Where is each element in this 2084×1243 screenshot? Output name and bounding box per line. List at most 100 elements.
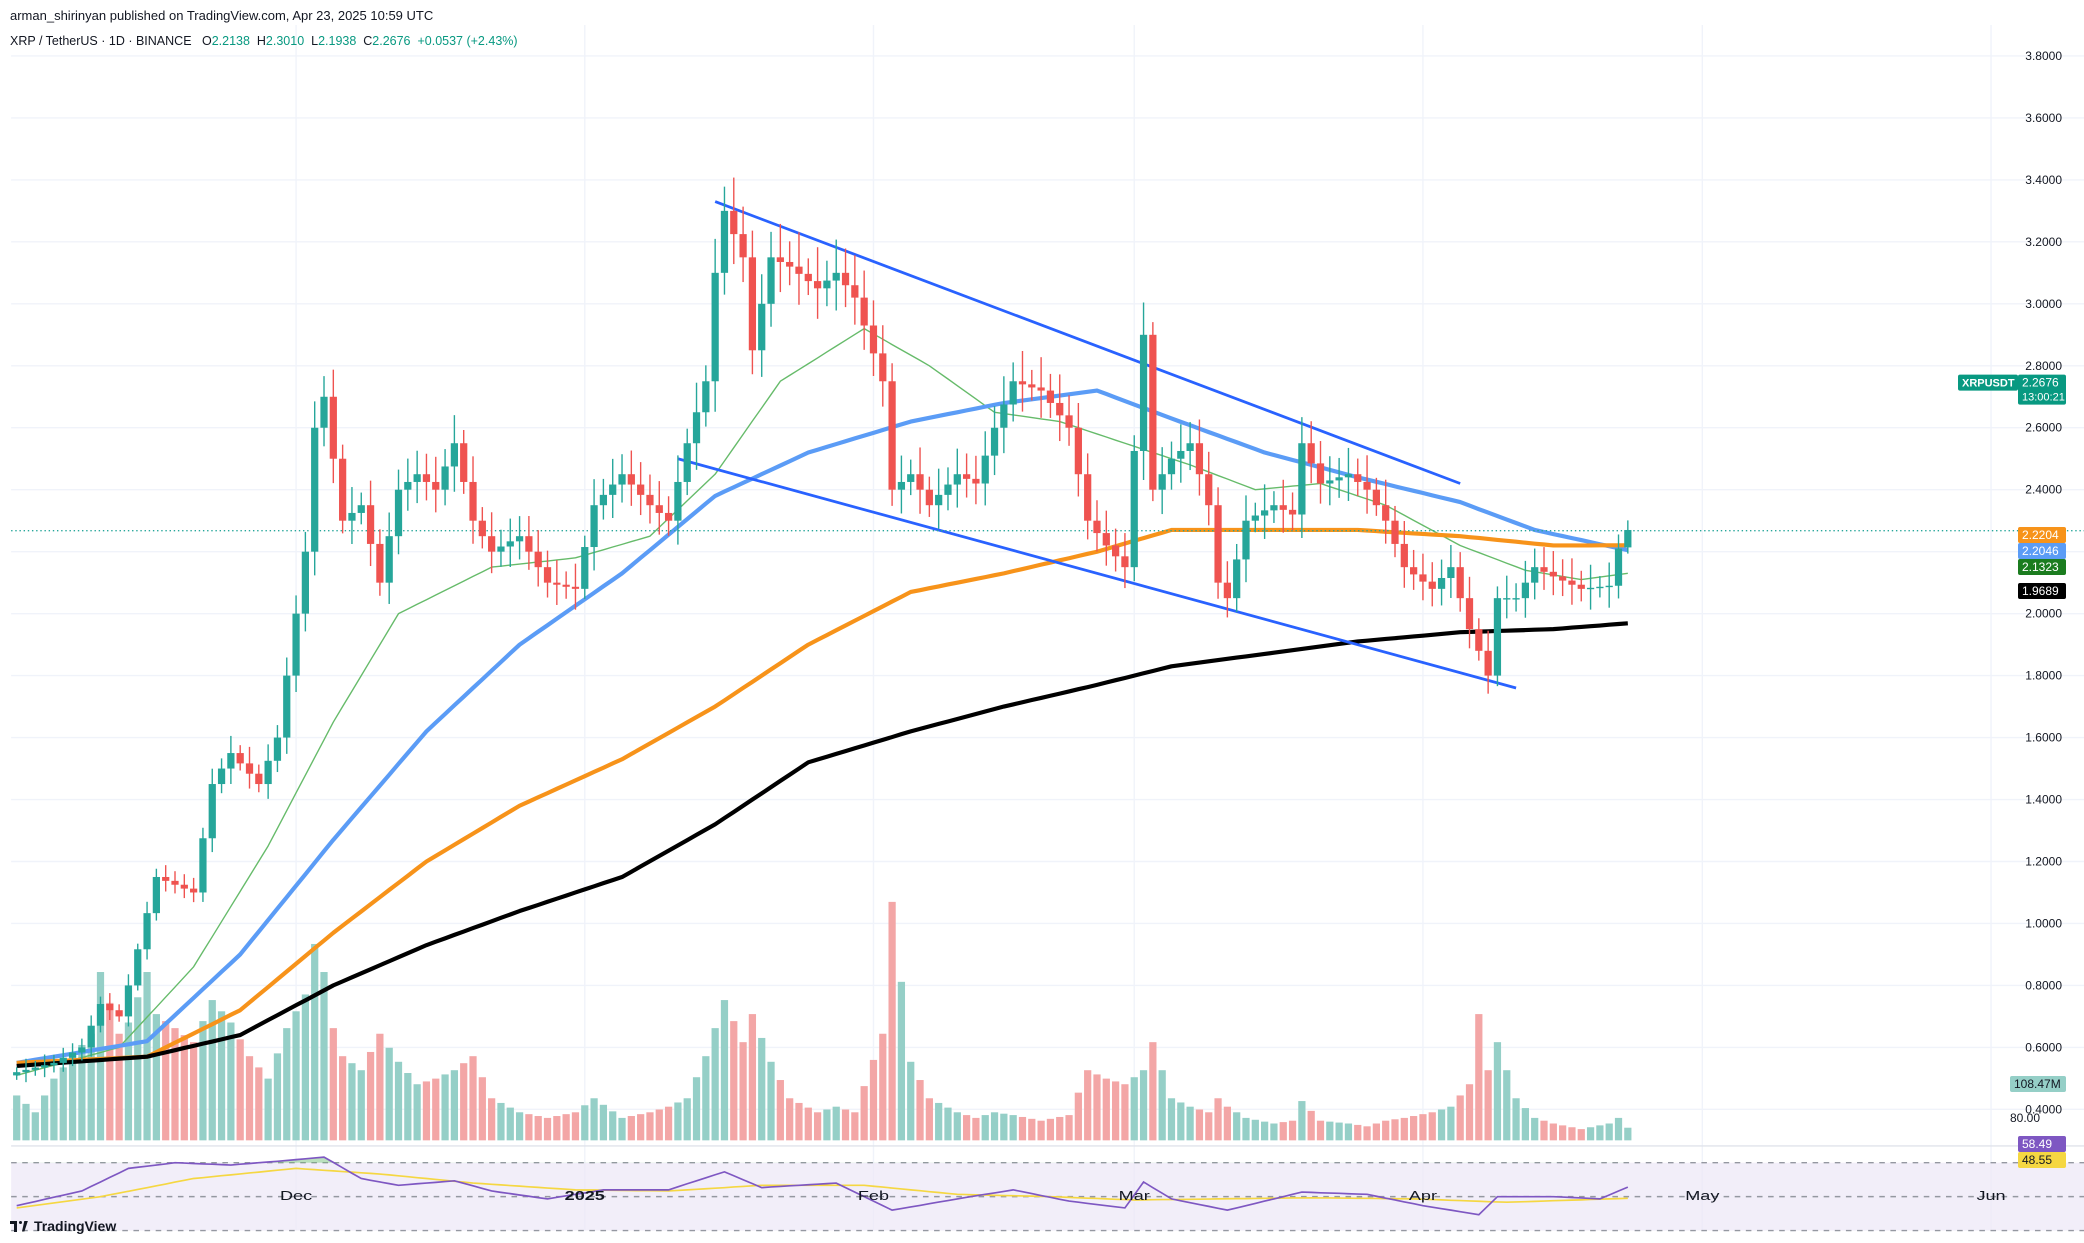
candle-body — [1009, 381, 1017, 405]
volume-bar — [953, 1112, 961, 1141]
candle-body — [171, 880, 179, 885]
volume-bar — [1521, 1108, 1529, 1141]
time-tick-label: May — [1685, 1189, 1719, 1203]
volume-bar — [31, 1112, 39, 1141]
ma-value-text: 1.9689 — [2022, 584, 2059, 598]
candle-body — [1084, 474, 1092, 521]
volume-bar — [860, 1086, 868, 1141]
candle-body — [981, 455, 989, 484]
volume-bar — [609, 1111, 617, 1141]
volume-bar — [1233, 1112, 1241, 1141]
candle-body — [739, 234, 747, 258]
candle-body — [1261, 510, 1269, 516]
price-tick-label: 1.4000 — [2025, 793, 2062, 807]
candle-body — [1074, 427, 1082, 475]
candle-body — [385, 536, 393, 583]
volume-bar — [450, 1070, 459, 1141]
rsi-value-label: 48.55 — [2018, 1152, 2066, 1168]
candle-body — [227, 753, 235, 769]
volume-bar — [1084, 1070, 1092, 1141]
candle-body — [1223, 582, 1231, 599]
candle-body — [897, 481, 906, 490]
volume-bar — [478, 1077, 486, 1141]
candle-body — [506, 541, 514, 547]
volume-bar — [1130, 1077, 1138, 1141]
candle-body — [748, 257, 757, 351]
candle-body — [655, 505, 663, 513]
volume-bar — [674, 1102, 682, 1141]
volume-bar — [1493, 1042, 1502, 1141]
candle-body — [720, 210, 729, 273]
low-label: L — [311, 34, 319, 48]
volume-bar — [1270, 1123, 1278, 1141]
volume-bar — [515, 1112, 524, 1141]
symbol-legend[interactable]: XRP / TetherUS · 1D · BINANCE O2.2138 H2… — [10, 34, 518, 48]
volume-bar — [245, 1056, 254, 1141]
candle-body — [404, 481, 412, 490]
price-tick-label: 3.6000 — [2025, 111, 2062, 125]
candle-body — [562, 584, 570, 587]
time-axis[interactable]: Dec 2025 Feb Mar Apr May Jun — [280, 1189, 2006, 1203]
chart-grid — [11, 24, 2084, 1231]
candle-body — [1251, 515, 1259, 521]
volume-bar — [758, 1037, 766, 1141]
candle-body — [1363, 481, 1371, 490]
volume-tag-text: 108.47M — [2014, 1077, 2061, 1091]
volume-bar — [972, 1117, 980, 1141]
sma-orange-line — [16, 527, 1628, 1066]
candle-body — [627, 474, 635, 485]
candle-body — [217, 768, 226, 785]
volume-bar — [851, 1112, 859, 1141]
candle-body — [916, 474, 924, 490]
volume-bar — [1102, 1078, 1110, 1141]
tradingview-logo[interactable]: TradingView — [10, 1218, 116, 1234]
volume-bar — [692, 1077, 701, 1141]
candle-body — [1624, 529, 1632, 548]
ma-value-text: 2.2046 — [2022, 544, 2059, 558]
candle-body — [1419, 574, 1427, 582]
candle-body — [301, 551, 309, 614]
volume-bar — [385, 1047, 393, 1141]
candle-body — [1065, 415, 1073, 428]
volume-bar — [1586, 1127, 1595, 1141]
candle-body — [767, 257, 775, 304]
candle-body — [888, 381, 896, 490]
open-label: O — [201, 34, 212, 48]
price-tick-label: 3.4000 — [2025, 173, 2062, 187]
candle-body — [758, 303, 766, 351]
volume-bar — [823, 1109, 831, 1141]
candle-body — [1605, 585, 1613, 588]
price-tick-label: 2.0000 — [2025, 607, 2062, 621]
candle-body — [1139, 334, 1148, 451]
volume-bar — [962, 1115, 971, 1141]
volume-bar — [134, 997, 142, 1141]
volume-bar — [1326, 1121, 1334, 1141]
candle-body — [1335, 477, 1343, 481]
volume-bar — [1074, 1092, 1082, 1141]
candle-body — [1037, 387, 1045, 391]
volume-bar — [68, 1056, 77, 1141]
ma-value-label: 2.2204 — [2018, 527, 2066, 543]
volume-bar — [637, 1114, 645, 1141]
candle-body — [162, 876, 170, 881]
candle-body — [245, 763, 254, 774]
volume-bar — [1419, 1114, 1427, 1141]
symbol-tag — [1958, 374, 2018, 391]
volume-bar — [739, 1042, 747, 1141]
volume-tag — [2010, 1076, 2066, 1092]
candle-body — [702, 381, 710, 413]
candle-body — [1186, 443, 1194, 451]
price-axis[interactable]: 3.8000 3.6000 3.4000 3.2000 3.0000 2.8000 2.60… — [1958, 49, 2066, 1168]
candle-body — [637, 484, 645, 495]
candle-body — [1056, 402, 1064, 416]
ma-value-text: 2.2204 — [2022, 528, 2059, 542]
volume-bar — [404, 1073, 412, 1141]
candle-body — [869, 325, 878, 354]
sma-black-line — [16, 621, 1628, 1069]
candle-body — [1586, 587, 1595, 590]
candle-body — [460, 443, 468, 482]
symbol-name: XRP / TetherUS · 1D · BINANCE — [10, 34, 192, 48]
volume-bar — [1354, 1124, 1362, 1141]
candle-body — [1214, 505, 1222, 583]
